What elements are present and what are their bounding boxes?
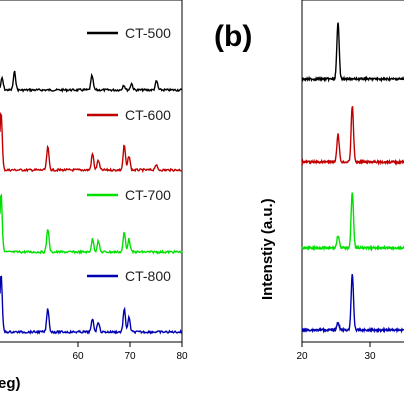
panel-b: (b) Intenstiy (a.u.) 20 30 [214,0,404,362]
series-line-ct-600 [301,105,404,166]
panel-b-series [301,22,404,334]
panel-b-x-ticks: 20 30 [296,342,376,362]
legend-label: CT-800 [125,268,171,284]
series-line-ct-500 [0,70,183,93]
legend-label: CT-600 [125,107,171,123]
panel-a-x-ticks: 60 70 80 [72,342,188,362]
series-line-ct-800 [301,273,404,334]
series-line-ct-500 [301,22,404,83]
x-tick-label: 70 [124,351,136,362]
panel-a-x-axis-label: eg) [0,375,21,392]
series-line-ct-600 [0,111,183,174]
legend-label: CT-700 [125,187,171,203]
panel-a-legend: CT-500 CT-600 CT-700 CT-800 [87,25,171,284]
x-tick-label: 30 [364,351,376,362]
series-line-ct-700 [0,193,183,255]
series-line-ct-800 [0,275,183,335]
panel-b-label: (b) [214,20,252,53]
panel-a-series [0,70,183,335]
panel-b-y-axis-label: Intenstiy (a.u.) [259,198,276,300]
x-tick-label: 20 [296,351,308,362]
series-line-ct-700 [301,192,404,252]
x-tick-label: 80 [176,351,188,362]
panel-a: 60 70 80 CT-500 CT-600 CT-700 CT-800 eg) [0,0,188,392]
legend-label: CT-500 [125,25,171,41]
x-tick-label: 60 [72,351,84,362]
